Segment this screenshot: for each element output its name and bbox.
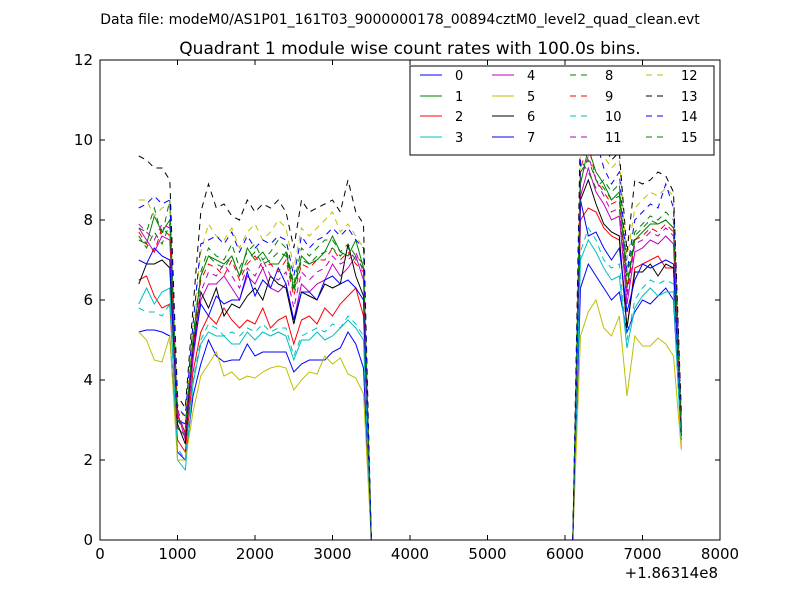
suptitle: Data file: modeM0/AS1P01_161T03_90000001… (100, 12, 700, 28)
legend-label-13: 13 (681, 90, 698, 105)
legend-label-0: 0 (455, 69, 463, 84)
x-tick-label: 4000 (391, 545, 429, 563)
legend-label-3: 3 (455, 131, 463, 146)
chart-title: Quadrant 1 module wise count rates with … (179, 39, 640, 59)
legend-label-1: 1 (455, 90, 463, 105)
y-tick-label: 4 (83, 371, 93, 389)
tick-labels: 0 1000 2000 3000 4000 5000 6000 7000 80000246810… (74, 51, 739, 563)
series-line-13 (138, 98, 682, 540)
series-line-6 (138, 178, 682, 540)
y-tick-label: 0 (83, 531, 93, 549)
y-tick-label: 2 (83, 451, 93, 469)
legend-label-10: 10 (605, 110, 622, 125)
legend-label-2: 2 (455, 110, 463, 125)
x-tick-label: 7000 (623, 545, 661, 563)
y-tick-label: 8 (83, 211, 93, 229)
legend-label-8: 8 (605, 69, 613, 84)
legend-label-7: 7 (527, 131, 535, 146)
x-tick-label: 8000 (701, 545, 739, 563)
series-line-11 (138, 154, 682, 540)
x-axis-offset-label: +1.86314e8 (625, 564, 718, 582)
series-line-2 (138, 207, 682, 540)
legend-label-4: 4 (527, 69, 535, 84)
legend-label-6: 6 (527, 110, 535, 125)
x-tick-label: 0 (95, 545, 105, 563)
legend-label-15: 15 (681, 131, 698, 146)
x-tick-label: 2000 (236, 545, 274, 563)
series-line-8 (138, 158, 682, 540)
y-tick-label: 12 (74, 51, 93, 69)
series-layer (138, 98, 682, 540)
legend-label-9: 9 (605, 90, 613, 105)
legend-label-11: 11 (605, 131, 622, 146)
legend-label-5: 5 (527, 90, 535, 105)
x-tick-label: 1000 (158, 545, 196, 563)
legend-label-14: 14 (681, 110, 698, 125)
x-tick-label: 3000 (313, 545, 351, 563)
series-line-4 (138, 166, 682, 540)
legend-label-12: 12 (681, 69, 698, 84)
y-tick-label: 10 (74, 131, 93, 149)
series-line-10 (138, 226, 682, 540)
series-line-9 (138, 142, 682, 540)
series-line-7 (138, 199, 682, 540)
y-tick-label: 6 (83, 291, 93, 309)
series-line-3 (138, 238, 682, 540)
series-line-15 (138, 158, 682, 540)
series-line-0 (138, 262, 682, 540)
x-tick-label: 6000 (546, 545, 584, 563)
legend-frame (409, 65, 715, 156)
plot-frame (99, 59, 721, 541)
x-tick-label: 5000 (468, 545, 506, 563)
series-line-5 (138, 298, 682, 540)
